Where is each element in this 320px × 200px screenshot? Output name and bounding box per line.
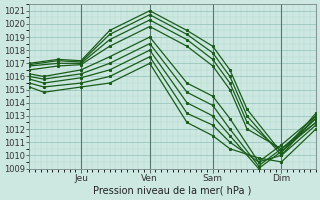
X-axis label: Pression niveau de la mer( hPa ): Pression niveau de la mer( hPa ) xyxy=(93,186,252,196)
